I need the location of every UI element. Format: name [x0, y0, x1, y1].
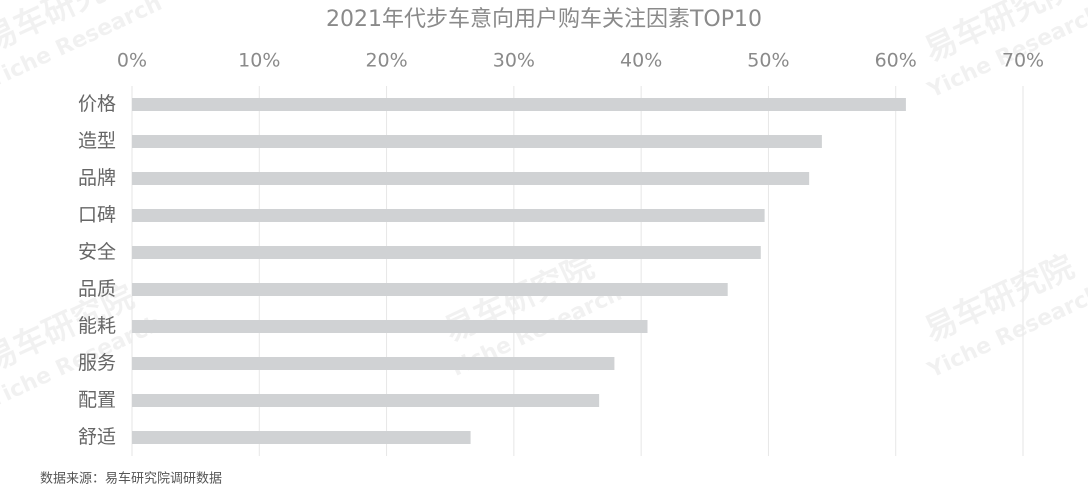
bar	[132, 135, 822, 148]
y-tick-label: 价格	[78, 93, 116, 115]
x-tick-label: 50%	[747, 50, 789, 72]
bar	[132, 172, 810, 185]
bar	[132, 357, 615, 370]
x-tick-label: 70%	[1002, 50, 1044, 72]
bar	[132, 320, 648, 333]
x-tick-label: 40%	[620, 50, 662, 72]
y-tick-label: 品质	[78, 278, 116, 300]
bar	[132, 283, 728, 296]
y-tick-label: 品牌	[78, 167, 116, 189]
x-tick-label: 60%	[875, 50, 917, 72]
x-tick-label: 20%	[365, 50, 407, 72]
y-tick-label: 造型	[78, 130, 116, 152]
x-tick-label: 30%	[493, 50, 535, 72]
y-tick-label: 配置	[78, 389, 116, 411]
bar	[132, 209, 765, 222]
bar	[132, 98, 906, 111]
bar	[132, 394, 600, 407]
bar	[132, 246, 761, 259]
x-tick-label: 0%	[117, 50, 147, 72]
chart-title: 2021年代步车意向用户购车关注因素TOP10	[326, 7, 762, 32]
bar	[132, 431, 471, 444]
y-tick-label: 口碑	[78, 204, 116, 226]
y-tick-label: 能耗	[78, 315, 116, 337]
x-tick-label: 10%	[238, 50, 280, 72]
y-tick-label: 安全	[78, 241, 116, 263]
y-tick-label: 舒适	[78, 426, 116, 448]
source-note: 数据来源：易车研究院调研数据	[40, 471, 222, 487]
y-tick-label: 服务	[78, 352, 116, 374]
